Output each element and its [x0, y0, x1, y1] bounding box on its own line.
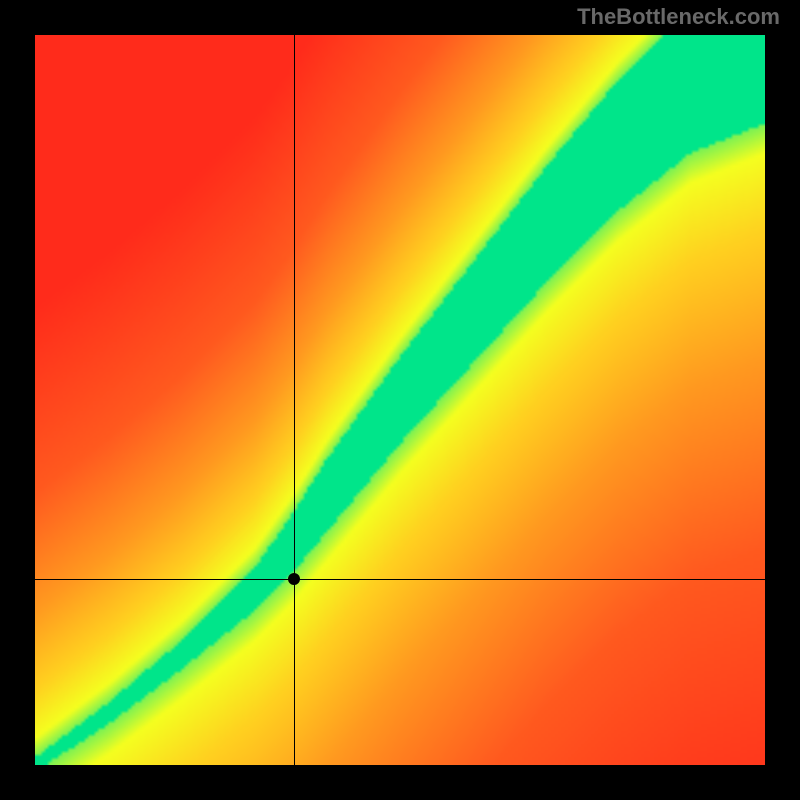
crosshair-horizontal	[35, 579, 765, 580]
crosshair-marker	[288, 573, 300, 585]
heatmap-canvas	[35, 35, 765, 765]
watermark-text: TheBottleneck.com	[577, 4, 780, 30]
crosshair-vertical	[294, 35, 295, 765]
heatmap-plot	[35, 35, 765, 765]
